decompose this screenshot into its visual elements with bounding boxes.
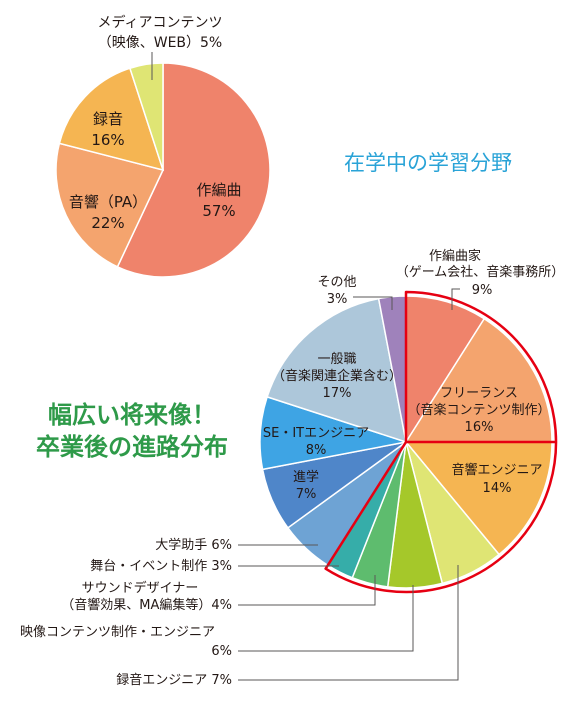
pie2-label-recording-engineer: 録音エンジニア 7% [116,672,232,688]
pie2-label-other: その他 [317,275,356,290]
pie1-title: 在学中の学習分野 [344,151,512,175]
pie2-leader-other [353,296,393,310]
pie2-title-line1: 幅広い将来像！ [48,401,216,429]
pie1-slice-3 [128,62,164,171]
pie2-value-sound-engineer: 14% [483,481,512,496]
pie2-slice-2 [404,441,553,556]
pie2-slice-0 [405,295,486,445]
pie2-label-stage: 舞台・イベント制作 3% [90,559,232,574]
pie2-value-other: 3% [327,292,348,307]
pie1-value-recording: 16% [91,131,124,149]
pie2-leader-composer [451,288,460,310]
pie2-label-video: 映像コンテンツ制作・エンジニア [20,625,215,640]
pie2-highlight-outline [324,290,558,594]
pie2-leader-video [238,585,414,652]
pie2-label-sound-designer: サウンドデザイナー [82,580,199,596]
pie2-label-sound-designer-sub: （音響効果、MA編集等）4% [61,597,232,613]
pie2-label-composer: 作編曲家 [429,248,481,264]
pie2-label-composer-sub: （ゲーム会社、音楽事務所） [396,264,565,280]
pie2-label-general-sub: （音楽関連企業含む） [272,368,402,384]
pie2-title-line2: 卒業後の進路分布 [36,433,228,461]
pie1-label-recording: 録音 [93,110,123,128]
pie2-label-sound-engineer: 音響エンジニア [451,462,542,478]
pie2-slice-10 [266,297,407,444]
pie1-label-media-sub: （映像、WEB）5% [98,35,223,51]
pie2-leader-sound-designer [238,575,376,606]
pie2-label-general: 一般職 [317,351,356,367]
pie1-value-compose: 57% [202,202,235,220]
pie1-slice-2 [58,67,165,172]
pie2-label-freelance-sub: （音楽コンテンツ制作） [407,402,550,418]
pie1-value-pa: 22% [91,214,124,232]
career-path-pie: フリーランス （音楽コンテンツ制作） 16% 音響エンジニア 14% 一般職 （… [20,248,564,688]
pie2-value-video: 6% [211,644,232,659]
pie2-slice-1 [404,317,553,443]
pie1-label-compose: 作編曲 [196,181,241,199]
pie2-leader-recording-engineer [238,565,459,681]
pie2-value-further-study: 7% [296,487,317,502]
pie2-value-composer: 9% [472,283,493,298]
pie1-label-pa: 音響（PA） [69,193,147,211]
pie1-slice-0 [116,62,271,278]
pie2-value-freelance: 16% [465,420,494,435]
study-field-pie: 作編曲 57% 音響（PA） 22% 録音 16% メディアコンテンツ （映像、… [55,14,271,278]
pie1-slice-1 [55,142,165,268]
pie2-label-freelance: フリーランス [440,386,518,401]
pie2-label-further-study: 進学 [293,469,319,485]
pie2-value-general: 17% [323,386,352,401]
pie2-label-se-it: SE・ITエンジニア [263,426,369,441]
pie2-label-assistant: 大学助手 6% [155,537,232,553]
pie1-label-media: メディアコンテンツ [97,14,222,31]
pie2-value-se-it: 8% [306,443,327,458]
